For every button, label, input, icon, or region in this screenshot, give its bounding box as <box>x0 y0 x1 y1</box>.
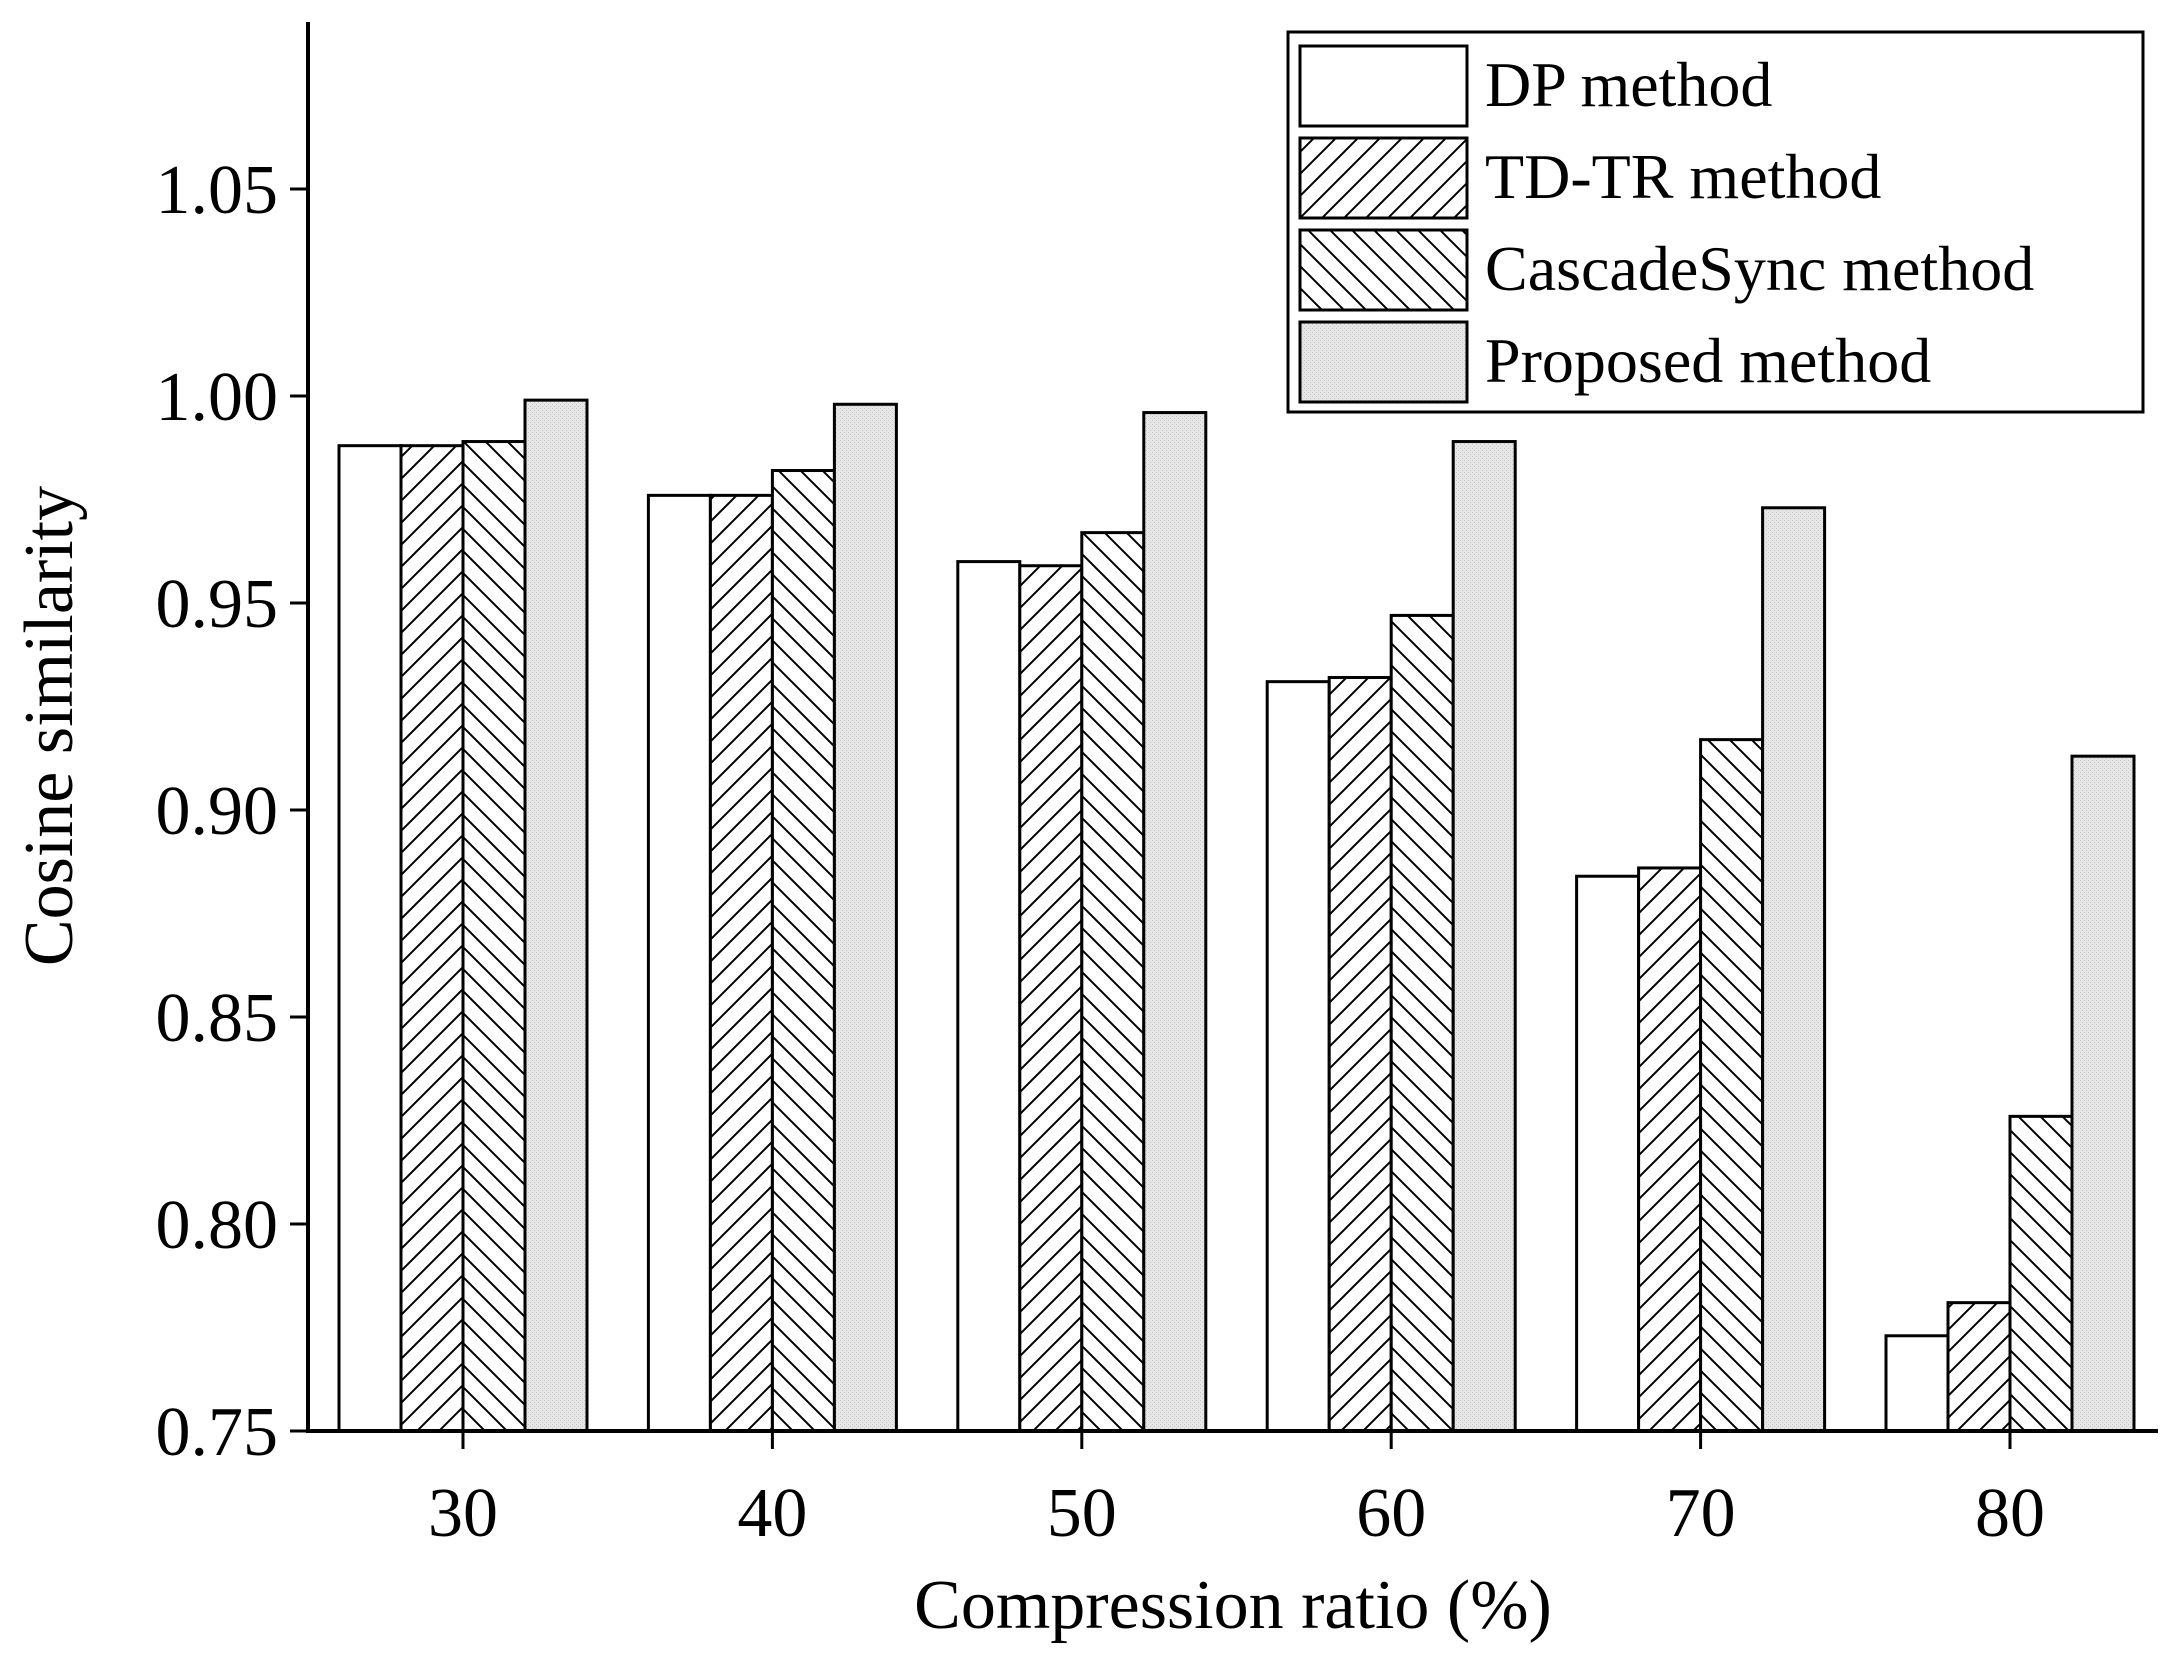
legend-label-dp-method: DP method <box>1485 49 1772 120</box>
bar-cascadesync-method-80 <box>2008 1114 2074 1433</box>
legend-label-td-tr-method: TD-TR method <box>1485 141 1881 212</box>
bar-dp-method-60 <box>1265 680 1331 1433</box>
x-tick-label: 40 <box>737 1475 807 1552</box>
x-tick-label: 70 <box>1666 1475 1736 1552</box>
bar-cascadesync-method-50 <box>1080 531 1146 1433</box>
bar-dp-method-70 <box>1575 874 1641 1433</box>
y-tick-label: 0.75 <box>156 1394 279 1471</box>
y-tick-label: 1.00 <box>156 359 279 436</box>
legend-swatch-cascadesync-method <box>1298 228 1469 312</box>
bar-td-tr-method-80 <box>1946 1301 2012 1433</box>
bar-cascadesync-method-30 <box>461 440 527 1433</box>
x-tick-label: 50 <box>1047 1475 1117 1552</box>
bar-proposed-method-80 <box>2070 754 2136 1433</box>
bar-dp-method-30 <box>337 444 403 1433</box>
bar-td-tr-method-30 <box>399 444 465 1433</box>
bar-td-tr-method-50 <box>1018 564 1084 1433</box>
x-tick-label: 60 <box>1356 1475 1426 1552</box>
legend: DP method TD-TR method CascadeSync method P… <box>1286 30 2145 414</box>
bar-proposed-method-40 <box>832 402 898 1433</box>
y-tick-label: 0.90 <box>156 773 279 850</box>
y-tick-label: 1.05 <box>156 152 279 229</box>
bar-dp-method-40 <box>646 493 712 1433</box>
bar-td-tr-method-70 <box>1637 866 1703 1433</box>
bar-cascadesync-method-40 <box>770 469 836 1433</box>
bar-proposed-method-70 <box>1761 506 1827 1433</box>
legend-swatch-proposed-method <box>1298 320 1469 404</box>
bar-cascadesync-method-70 <box>1699 738 1765 1433</box>
x-axis-title: Compression ratio (%) <box>914 1567 1552 1644</box>
y-tick-label: 0.85 <box>156 980 279 1057</box>
y-ticks-group: 0.75 0.80 0.85 0.90 0.95 1.00 1.05 <box>156 152 308 1471</box>
x-ticks-group: 30 40 50 60 70 80 <box>428 1431 2045 1552</box>
bar-td-tr-method-40 <box>708 493 774 1433</box>
legend-label-proposed-method: Proposed method <box>1485 325 1931 396</box>
bar-cascadesync-method-60 <box>1389 613 1455 1433</box>
x-tick-label: 80 <box>1975 1475 2045 1552</box>
x-tick-label: 30 <box>428 1475 498 1552</box>
bar-dp-method-80 <box>1884 1334 1950 1433</box>
y-axis-title: Cosine similarity <box>11 486 88 966</box>
bars-group <box>337 398 2136 1433</box>
bar-proposed-method-50 <box>1142 411 1208 1433</box>
bar-proposed-method-60 <box>1451 440 1517 1433</box>
y-tick-label: 0.80 <box>156 1187 279 1264</box>
bar-td-tr-method-60 <box>1327 676 1393 1433</box>
axes-group <box>306 22 2158 1433</box>
bar-proposed-method-30 <box>523 398 589 1433</box>
y-tick-label: 0.95 <box>156 566 279 643</box>
bar-dp-method-50 <box>956 560 1022 1433</box>
legend-label-cascadesync-method: CascadeSync method <box>1485 233 2034 304</box>
legend-swatch-td-tr-method <box>1298 136 1469 220</box>
legend-swatch-dp-method <box>1298 44 1469 128</box>
